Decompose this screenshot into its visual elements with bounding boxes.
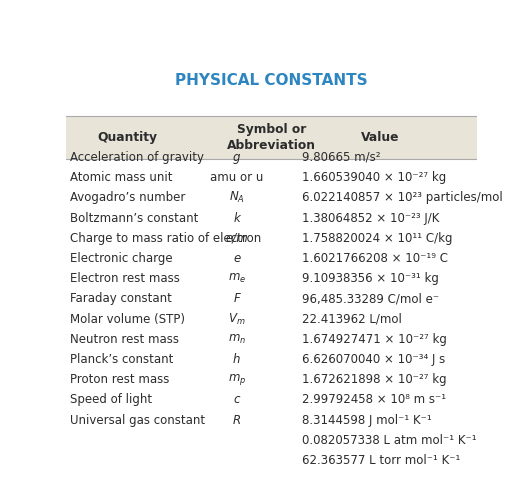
Text: Charge to mass ratio of electron: Charge to mass ratio of electron [70,232,262,245]
Text: F: F [233,293,240,305]
Bar [66,116,477,159]
Text: Proton rest mass: Proton rest mass [70,373,170,386]
Text: 0.082057338 L atm mol⁻¹ K⁻¹: 0.082057338 L atm mol⁻¹ K⁻¹ [303,434,477,447]
Text: h: h [233,353,241,366]
Text: e/m: e/m [225,232,248,245]
Text: 22.413962 L/mol: 22.413962 L/mol [303,312,402,326]
Text: 1.672621898 × 10⁻²⁷ kg: 1.672621898 × 10⁻²⁷ kg [303,373,447,386]
Text: Acceleration of gravity: Acceleration of gravity [70,151,205,164]
Text: $m_n$: $m_n$ [228,333,246,346]
Text: Neutron rest mass: Neutron rest mass [70,333,179,346]
Text: 2.99792458 × 10⁸ m s⁻¹: 2.99792458 × 10⁸ m s⁻¹ [303,394,447,406]
Text: R: R [233,414,241,427]
Text: 1.38064852 × 10⁻²³ J/K: 1.38064852 × 10⁻²³ J/K [303,211,440,225]
Text: $V_m$: $V_m$ [228,312,245,327]
Text: 96,485.33289 C/mol e⁻: 96,485.33289 C/mol e⁻ [303,293,439,305]
Text: 6.626070040 × 10⁻³⁴ J s: 6.626070040 × 10⁻³⁴ J s [303,353,446,366]
Text: Value: Value [361,131,400,144]
Text: e: e [233,252,240,265]
Text: Electron rest mass: Electron rest mass [70,272,180,285]
Text: Speed of light: Speed of light [70,394,153,406]
Text: Universal gas constant: Universal gas constant [70,414,206,427]
Text: Quantity: Quantity [98,131,158,144]
Text: $m_p$: $m_p$ [227,372,246,387]
Text: 1.6021766208 × 10⁻¹⁹ C: 1.6021766208 × 10⁻¹⁹ C [303,252,448,265]
Text: 9.10938356 × 10⁻³¹ kg: 9.10938356 × 10⁻³¹ kg [303,272,439,285]
Text: Boltzmann’s constant: Boltzmann’s constant [70,211,199,225]
Text: 1.758820024 × 10¹¹ C/kg: 1.758820024 × 10¹¹ C/kg [303,232,453,245]
Text: PHYSICAL CONSTANTS: PHYSICAL CONSTANTS [175,73,368,88]
Text: c: c [233,394,240,406]
Text: 6.022140857 × 10²³ particles/mol: 6.022140857 × 10²³ particles/mol [303,191,503,205]
Text: g: g [233,151,241,164]
Text: Faraday constant: Faraday constant [70,293,172,305]
Text: Avogadro’s number: Avogadro’s number [70,191,186,205]
Text: 9.80665 m/s²: 9.80665 m/s² [303,151,381,164]
Text: amu or u: amu or u [210,171,263,184]
Text: 8.3144598 J mol⁻¹ K⁻¹: 8.3144598 J mol⁻¹ K⁻¹ [303,414,432,427]
Text: k: k [233,211,240,225]
Text: $N_A$: $N_A$ [229,191,245,206]
Text: $m_e$: $m_e$ [228,272,246,285]
Text: Electronic charge: Electronic charge [70,252,173,265]
Text: 1.660539040 × 10⁻²⁷ kg: 1.660539040 × 10⁻²⁷ kg [303,171,447,184]
Text: Atomic mass unit: Atomic mass unit [70,171,173,184]
Text: 1.674927471 × 10⁻²⁷ kg: 1.674927471 × 10⁻²⁷ kg [303,333,447,346]
Text: 62.363577 L torr mol⁻¹ K⁻¹: 62.363577 L torr mol⁻¹ K⁻¹ [303,454,461,467]
Text: Symbol or
Abbreviation: Symbol or Abbreviation [227,123,316,152]
Text: Planck’s constant: Planck’s constant [70,353,174,366]
Text: Molar volume (STP): Molar volume (STP) [70,312,186,326]
